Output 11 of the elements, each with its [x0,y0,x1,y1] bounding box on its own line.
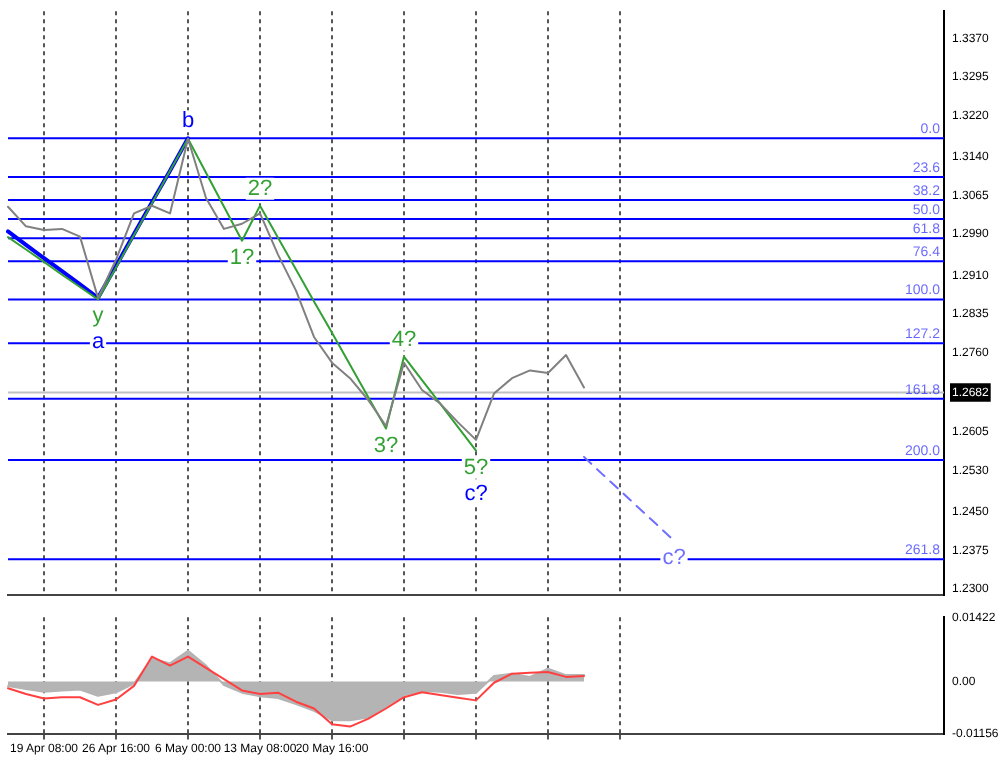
line-series [583,455,675,542]
annotation: 4? [391,327,417,352]
annotation: 5? [463,455,489,480]
annotation: c? [464,481,488,506]
annotation: b [181,109,195,134]
annotation: y [92,304,105,329]
annotation: c? [662,545,686,570]
annotation: a [91,330,106,355]
annotation: 1? [229,245,255,270]
annotation: 2? [247,176,273,201]
annotation: 3? [373,433,399,458]
